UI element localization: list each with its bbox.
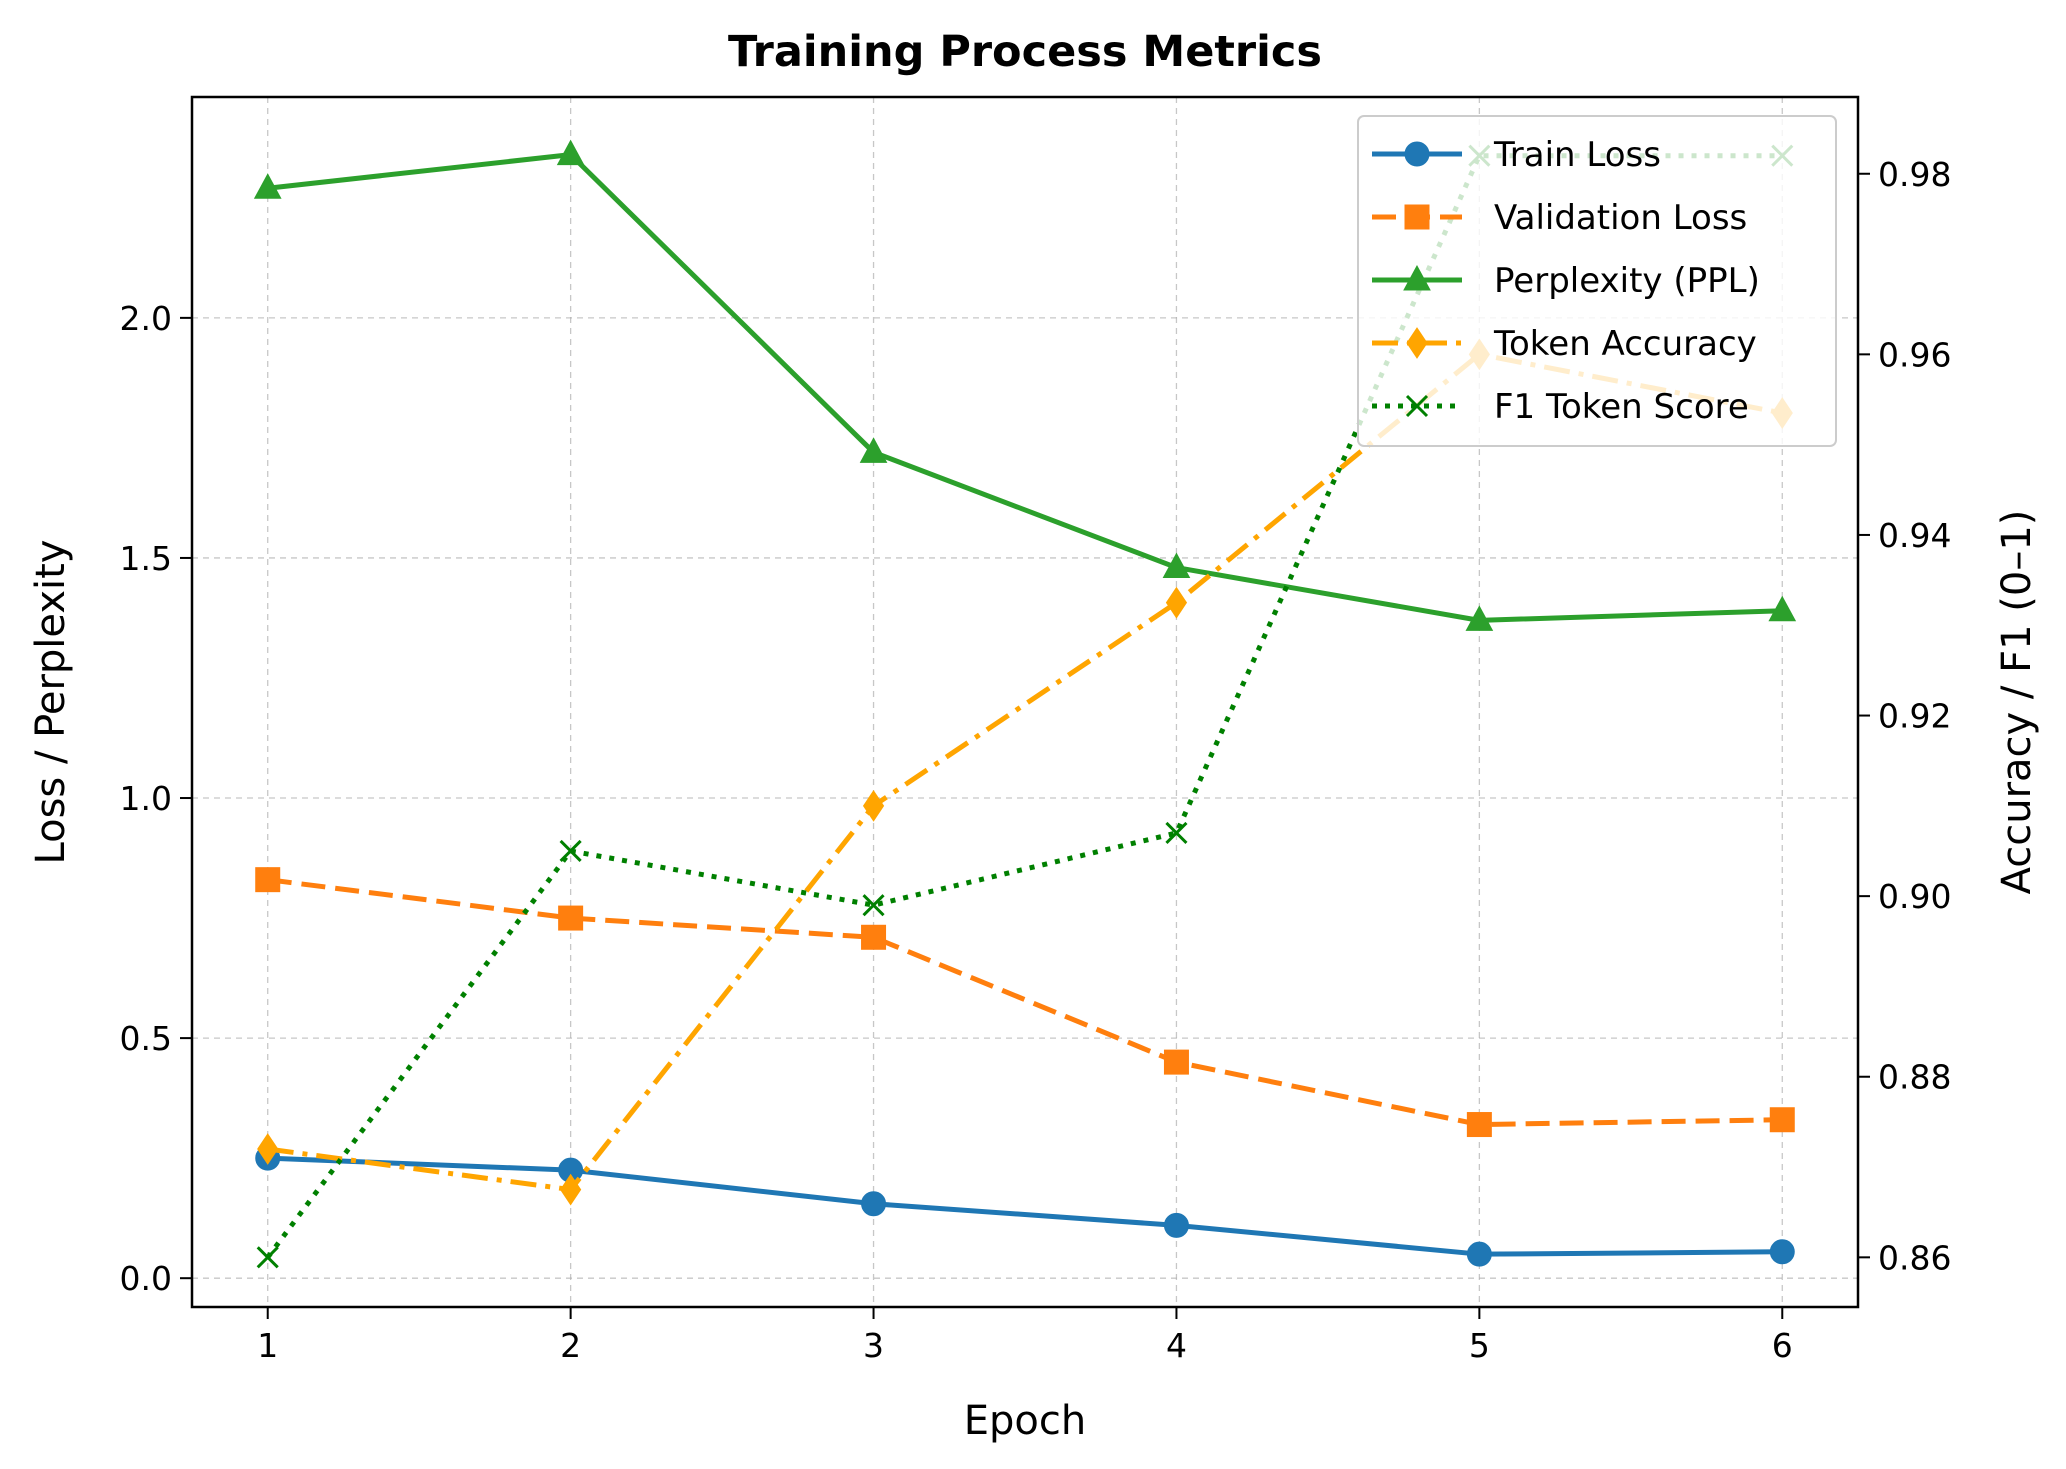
series-perplexity-ppl	[253, 139, 1797, 631]
legend-label-token-accuracy: Token Accuracy	[1493, 324, 1757, 364]
data-point-train-loss	[1163, 1212, 1189, 1238]
data-point-train-loss	[1466, 1241, 1492, 1267]
y-tick-label-right: 0.88	[1878, 1058, 1951, 1097]
data-point-perplexity-ppl	[1465, 605, 1494, 631]
legend: Train Loss Validation Loss Perplexity (PPL…	[1357, 115, 1837, 447]
y-tick-label-right: 0.90	[1878, 877, 1951, 916]
y-axis-label-right: Accuracy / F1 (0–1)	[1994, 510, 2040, 895]
data-point-perplexity-ppl	[1768, 595, 1797, 622]
data-point-token-accuracy	[862, 789, 885, 822]
legend-label-validation-loss: Validation Loss	[1494, 198, 1747, 238]
y-tick-label-left: 0.0	[120, 1259, 172, 1298]
data-point-validation-loss	[255, 867, 281, 893]
data-point-validation-loss	[1769, 1107, 1795, 1133]
legend-entry-token-accuracy: Token Accuracy	[1372, 324, 1757, 364]
legend-box	[1357, 115, 1837, 447]
data-point-f1-token-score	[559, 839, 582, 863]
y-tick-label-right: 0.98	[1878, 155, 1951, 194]
x-axis-label: Epoch	[964, 1398, 1086, 1444]
data-point-train-loss	[861, 1191, 887, 1217]
data-point-f1-token-score	[256, 1246, 279, 1269]
data-point-perplexity-ppl	[859, 437, 888, 463]
series-line-token-accuracy	[267, 351, 1783, 1193]
y-tick-label-right: 0.96	[1878, 335, 1951, 374]
legend-entry-validation-loss: Validation Loss	[1372, 198, 1747, 238]
y-axis-label-left: Loss / Perplexity	[28, 540, 74, 865]
data-point-perplexity-ppl	[556, 139, 585, 166]
y-tick-label-left: 0.5	[120, 1019, 172, 1058]
axes: 1 2 3 4 5 6 0.0 0.5 1.0 1.5 2.0 0.86 0.88 0.90 0.92 0.9…	[120, 155, 1952, 1365]
x-tick-label: 2	[560, 1326, 581, 1365]
legend-entry-perplexity-ppl: Perplexity (PPL)	[1372, 261, 1760, 301]
legend-label-f1-token-score: F1 Token Score	[1494, 387, 1749, 427]
plot-frame	[190, 95, 1860, 1309]
legend-label-perplexity-ppl: Perplexity (PPL)	[1494, 261, 1760, 301]
series-validation-loss	[255, 867, 1795, 1138]
series-line-perplexity-ppl	[267, 152, 1783, 623]
data-point-f1-token-score	[862, 894, 885, 917]
data-point-train-loss	[1769, 1239, 1795, 1265]
series-line-validation-loss	[267, 877, 1783, 1128]
legend-entry-train-loss: Train Loss	[1372, 135, 1661, 175]
x-tick-label: 5	[1469, 1326, 1490, 1365]
data-point-f1-token-score	[1165, 821, 1188, 844]
y-tick-label-left: 1.5	[120, 539, 172, 578]
data-point-perplexity-ppl	[1162, 552, 1191, 579]
data-point-validation-loss	[861, 924, 887, 950]
series-line-train-loss	[267, 1155, 1783, 1257]
y-tick-label-right: 0.94	[1878, 516, 1951, 555]
data-point-token-accuracy	[257, 1133, 279, 1165]
data-point-token-accuracy	[1165, 586, 1188, 619]
x-tick-label: 3	[863, 1326, 884, 1365]
legend-marker-perplexity-ppl	[1403, 264, 1431, 291]
y-tick-label-left: 2.0	[120, 299, 172, 338]
legend-marker-token-accuracy	[1406, 327, 1428, 359]
x-marker-stroke	[862, 894, 885, 917]
legend-marker-f1-token-score	[1405, 394, 1429, 418]
x-tick-label: 4	[1166, 1326, 1187, 1365]
y-tick-label-right: 0.92	[1878, 697, 1951, 736]
legend-marker-train-loss	[1404, 141, 1430, 167]
data-point-validation-loss	[1466, 1112, 1492, 1138]
data-point-token-accuracy	[560, 1173, 582, 1206]
series-train-loss	[255, 1145, 1795, 1267]
x-marker-stroke	[559, 839, 582, 863]
x-tick-label: 6	[1772, 1326, 1793, 1365]
x-marker-stroke	[1165, 821, 1188, 844]
data-point-validation-loss	[1163, 1049, 1189, 1075]
data-point-validation-loss	[558, 905, 584, 931]
x-tick-label: 1	[257, 1326, 278, 1365]
y-tick-label-left: 1.0	[120, 779, 172, 818]
legend-label-train-loss: Train Loss	[1493, 135, 1661, 175]
x-marker-stroke	[256, 1246, 279, 1269]
x-marker-stroke	[1405, 394, 1429, 418]
legend-entry-f1-token-score: F1 Token Score	[1372, 387, 1749, 427]
chart-title: Training Process Metrics	[728, 27, 1322, 77]
legend-marker-validation-loss	[1404, 204, 1430, 230]
y-tick-label-right: 0.86	[1878, 1238, 1951, 1277]
data-point-perplexity-ppl	[253, 173, 282, 199]
